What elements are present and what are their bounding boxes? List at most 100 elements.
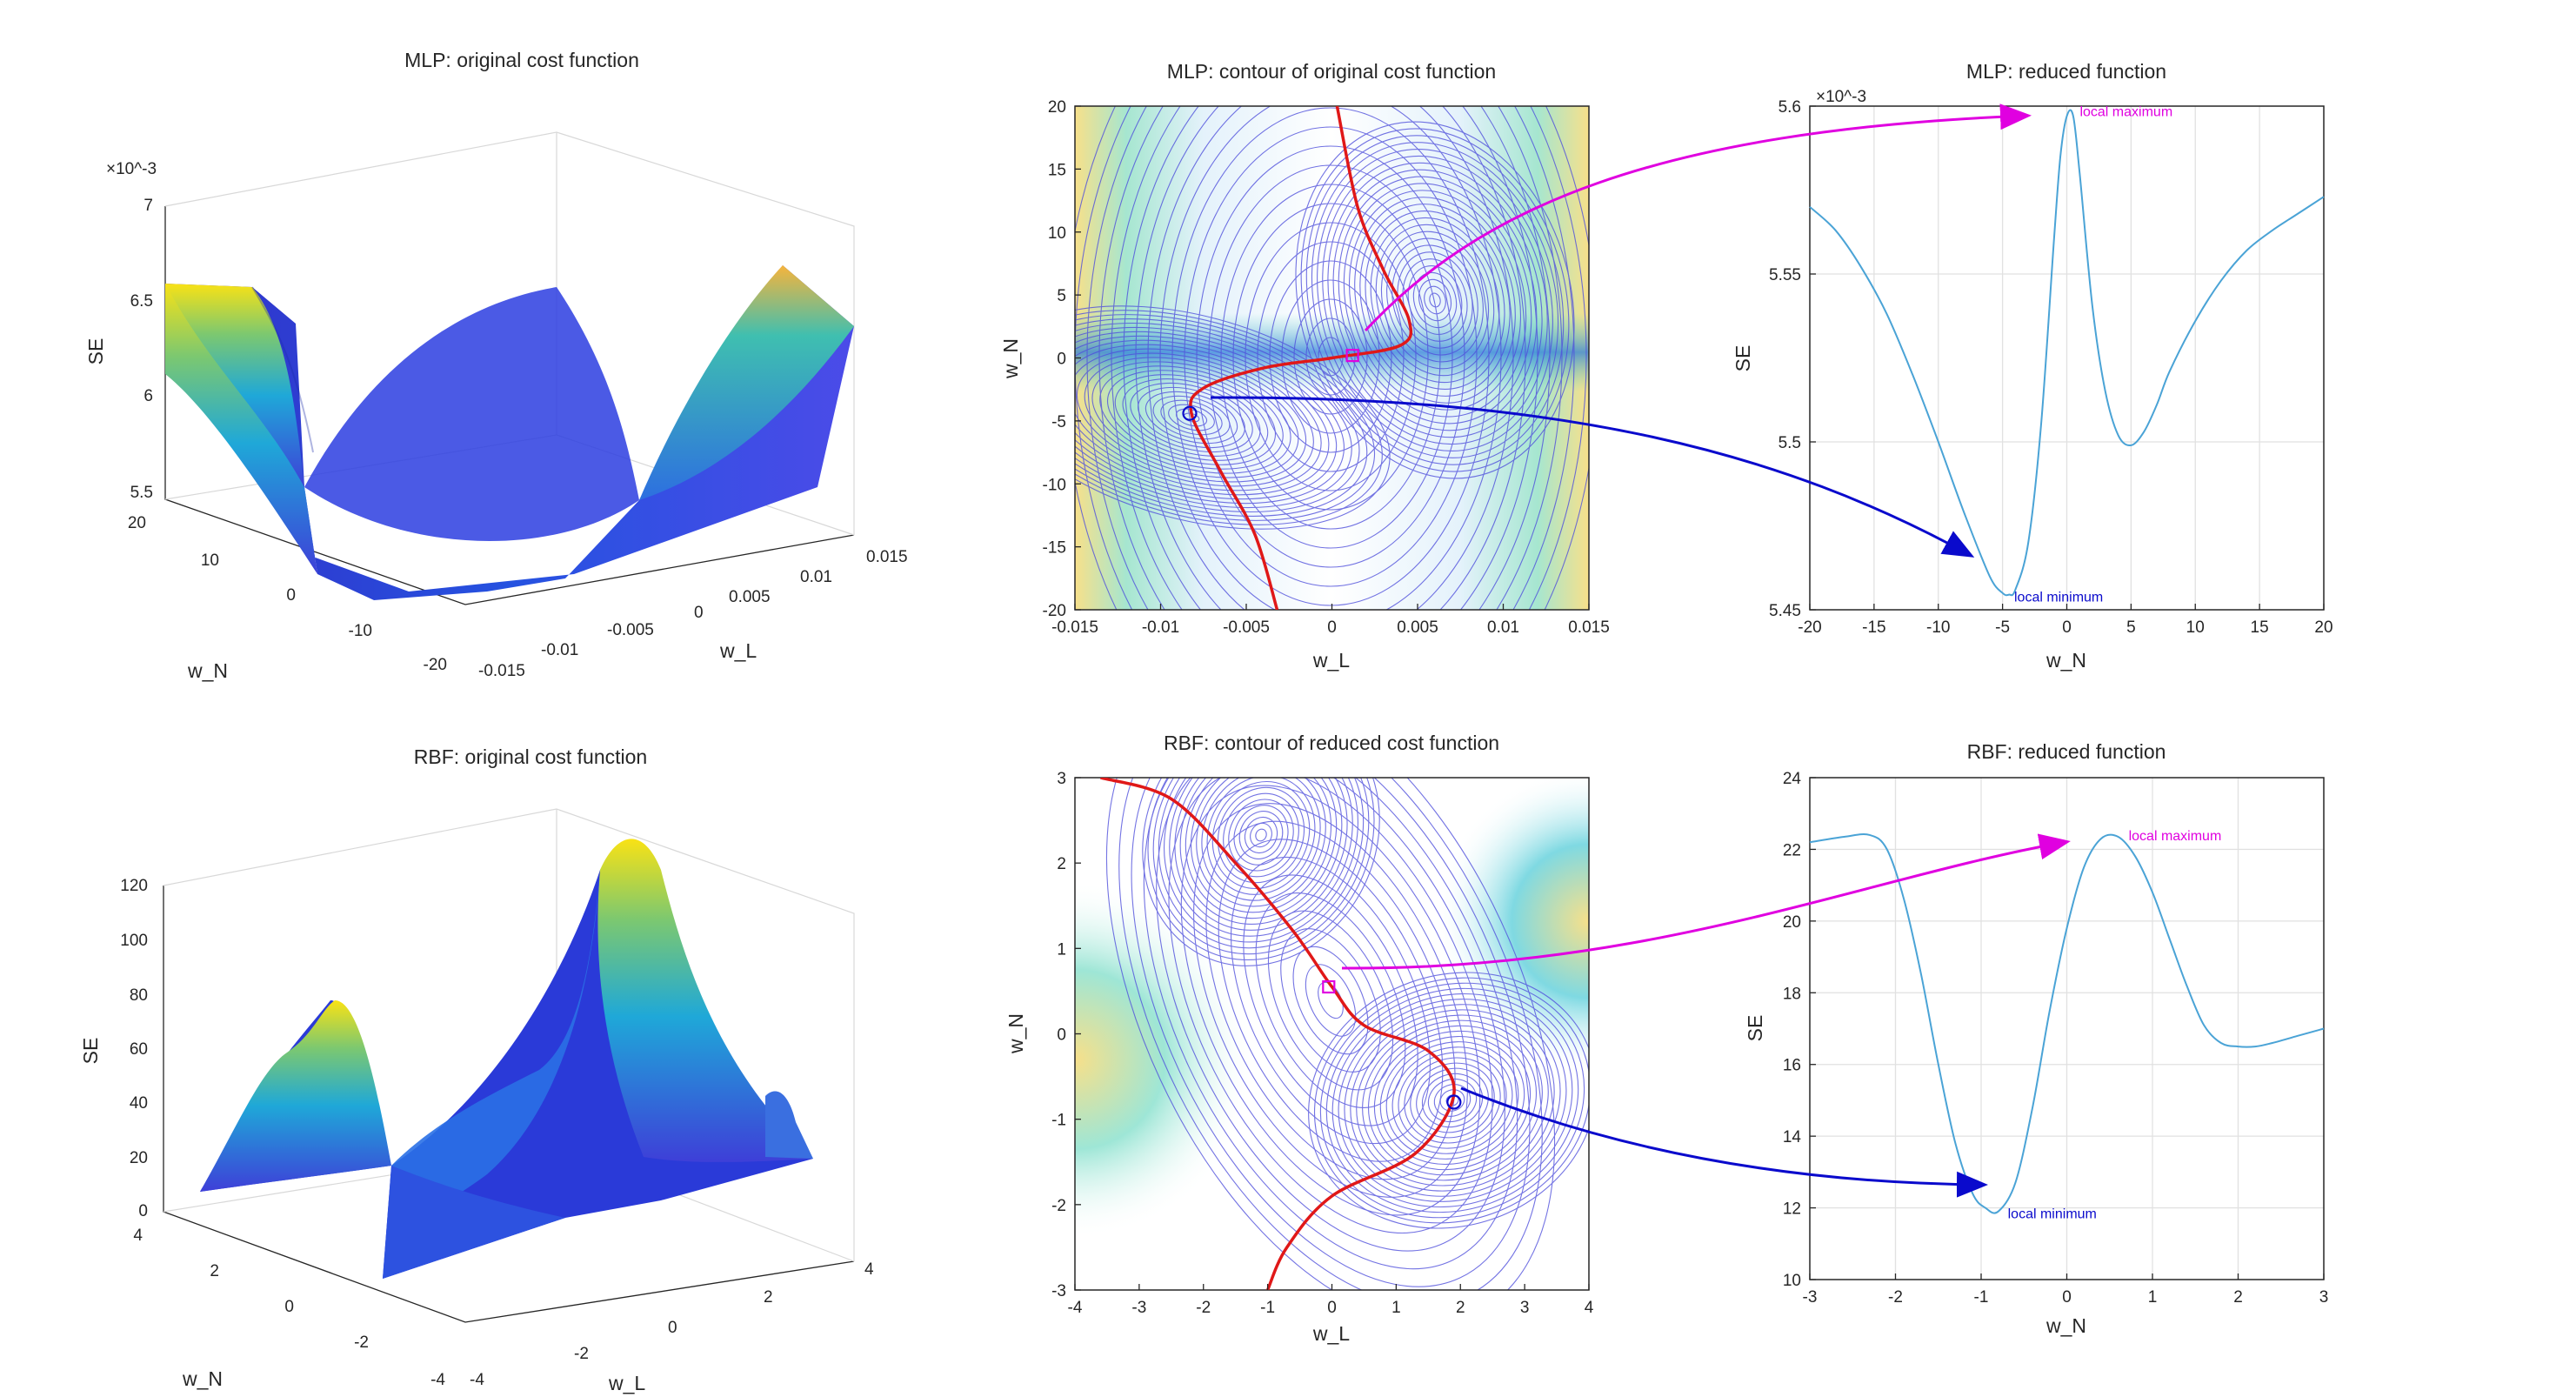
mlp-reduced-line [1809, 109, 2325, 597]
rbf-contour-contour-line [1439, 1089, 1465, 1112]
mlp-reduced-x-tick: -20 [1798, 618, 1821, 637]
mlp-contour-contour-line [1152, 395, 1231, 440]
mlp-surface-panel: MLP: original cost function 7 6.5 6 5.5 … [84, 49, 908, 682]
rbf-contour-x-tick: -4 [1068, 1299, 1083, 1317]
mlp-contour-x-label: w_L [1312, 649, 1350, 672]
rbf-reduced-y-tick: 22 [1783, 841, 1801, 859]
rbf-contour-contour-line [1325, 987, 1579, 1213]
rbf-surface-x-tick: 2 [764, 1288, 773, 1307]
mlp-contour-contour-line [1075, 314, 1376, 521]
mlp-contour-contour-line [1091, 361, 1291, 474]
mlp-contour-y-tick: 15 [1048, 161, 1066, 179]
mlp-contour-contour-line [1145, 391, 1238, 444]
mlp-contour-contour-line [1075, 322, 1360, 513]
mlp-contour-contour-line [1300, 128, 1570, 472]
rbf-contour-contour-line [1373, 1030, 1532, 1171]
mlp-surface-y-tick: 0 [286, 586, 296, 605]
rbf-contour-ridge-curve [1099, 778, 1456, 1290]
mlp-contour-contour-line [1196, 145, 1465, 568]
mlp-surface-x-label: w_L [719, 639, 757, 662]
rbf-contour-contour-line [1344, 1004, 1561, 1197]
rbf-contour-contour-line [1410, 1062, 1495, 1139]
rbf-reduced-min-annotation: local minimum [2008, 1207, 2097, 1222]
rbf-contour-contour-line [1421, 1073, 1484, 1128]
mlp-reduced-x-tick: -5 [1995, 618, 2010, 637]
rbf-contour-x-tick: 0 [1327, 1299, 1337, 1317]
rbf-reduced-y-tick: 20 [1783, 913, 1801, 932]
rbf-contour-contour-line [1427, 1078, 1478, 1123]
mlp-contour-y-tick: -20 [1043, 602, 1066, 620]
mlp-reduced-y-label: SE [1732, 345, 1754, 372]
rbf-surface-y-tick: -2 [354, 1334, 369, 1352]
mlp-contour-contour-line [1305, 318, 1356, 396]
rbf-contour-contour-line [1305, 964, 1357, 1037]
mlp-contour-panel: MLP: contour of original cost function -… [999, 60, 1610, 672]
rbf-contour-lines [1105, 778, 1589, 1290]
mlp-reduced-x-tick: 10 [2186, 618, 2205, 637]
rbf-surface-x-tick: 4 [864, 1260, 874, 1279]
mlp-contour-contour-line [1418, 278, 1452, 322]
mlp-contour-contour-line [1386, 237, 1484, 363]
rbf-reduced-x-tick: 3 [2319, 1288, 2329, 1307]
mlp-surface-x-tick: -0.015 [478, 662, 525, 680]
mlp-contour-contour-line [1160, 399, 1223, 436]
rbf-contour-contour-line [1196, 778, 1326, 907]
mlp-contour-field [1075, 106, 1589, 610]
rbf-surface-panel: RBF: original cost function 120 100 80 6… [79, 745, 874, 1394]
rbf-contour-title: RBF: contour of reduced cost function [1164, 732, 1499, 754]
rbf-contour-y-tick: -2 [1051, 1197, 1066, 1215]
rbf-contour-panel: RBF: contour of reduced cost function -4… [1004, 732, 1594, 1345]
mlp-reduced-min-annotation: local minimum [2014, 591, 2103, 605]
rbf-contour-y-tick: 0 [1057, 1026, 1066, 1045]
rbf-contour-contour-line [1267, 910, 1394, 1091]
rbf-contour-contour-line [1255, 892, 1406, 1108]
mlp-surface-x-tick: 0.005 [729, 588, 771, 606]
mlp-surface-x-tick: 0.01 [800, 568, 832, 586]
rbf-contour-contour-line [1205, 820, 1456, 1180]
rbf-reduced-x-tick: 0 [2062, 1288, 2072, 1307]
rbf-contour-contour-line [1174, 778, 1348, 931]
rbf-surface-z-tick: 120 [120, 877, 148, 895]
rbf-contour-contour-line [1217, 786, 1305, 884]
rbf-reduced-grid [1810, 778, 2324, 1280]
rbf-surface-y-tick: 4 [133, 1227, 143, 1245]
mlp-surface-title: MLP: original cost function [404, 49, 639, 71]
rbf-contour-contour-line [1228, 799, 1294, 872]
rbf-contour-x-tick: -1 [1260, 1299, 1275, 1317]
mlp-contour-contour-line [1075, 305, 1391, 530]
mlp-contour-contour-line [1147, 106, 1514, 610]
mlp-contour-contour-line [1123, 106, 1538, 610]
rbf-reduced-y-tick: 18 [1783, 985, 1801, 1003]
mlp-contour-contour-line [1281, 279, 1380, 434]
mlp-contour-contour-line [1220, 184, 1441, 530]
rbf-contour-contour-line [1233, 805, 1289, 866]
rbf-reduced-panel: RBF: reduced function -3 -2 -1 0 1 2 310121416… [1744, 740, 2328, 1337]
rbf-surface-x-tick: 0 [668, 1319, 677, 1337]
rbf-contour-y-label: w_N [1004, 1013, 1027, 1054]
mlp-contour-contour-line [1075, 348, 1314, 487]
mlp-contour-contour-line [1086, 106, 1575, 610]
rbf-contour-contour-line [1280, 928, 1381, 1073]
rbf-contour-x-tick: -3 [1131, 1299, 1146, 1317]
rbf-contour-y-tick: 3 [1057, 770, 1066, 788]
rbf-contour-contour-line [1211, 780, 1311, 890]
rbf-minimum-arrow [1460, 1086, 1988, 1198]
rbf-contour-x-tick: -2 [1196, 1299, 1211, 1317]
rbf-contour-contour-line [1243, 874, 1418, 1126]
mlp-contour-title: MLP: contour of original cost function [1167, 60, 1496, 83]
mlp-contour-y-tick: 20 [1048, 98, 1066, 117]
mlp-contour-contour-line [1305, 135, 1565, 465]
rbf-contour-contour-line [1143, 778, 1518, 1270]
mlp-surface-y-label: w_N [187, 659, 228, 682]
mlp-contour-contour-line [1114, 374, 1269, 461]
rbf-contour-contour-line [1356, 1014, 1549, 1186]
mlp-contour-y-tick: 5 [1057, 287, 1066, 305]
mlp-surface-x-tick: -0.005 [607, 621, 654, 639]
mlp-surface-z-tick: 6.5 [130, 292, 153, 311]
rbf-contour-contour-line [1362, 1019, 1543, 1181]
mlp-contour-contour-line [1322, 155, 1548, 445]
rbf-reduced-title: RBF: reduced function [1967, 740, 2166, 763]
rbf-contour-contour-line [1168, 778, 1493, 1234]
rbf-contour-contour-line [1105, 778, 1556, 1290]
